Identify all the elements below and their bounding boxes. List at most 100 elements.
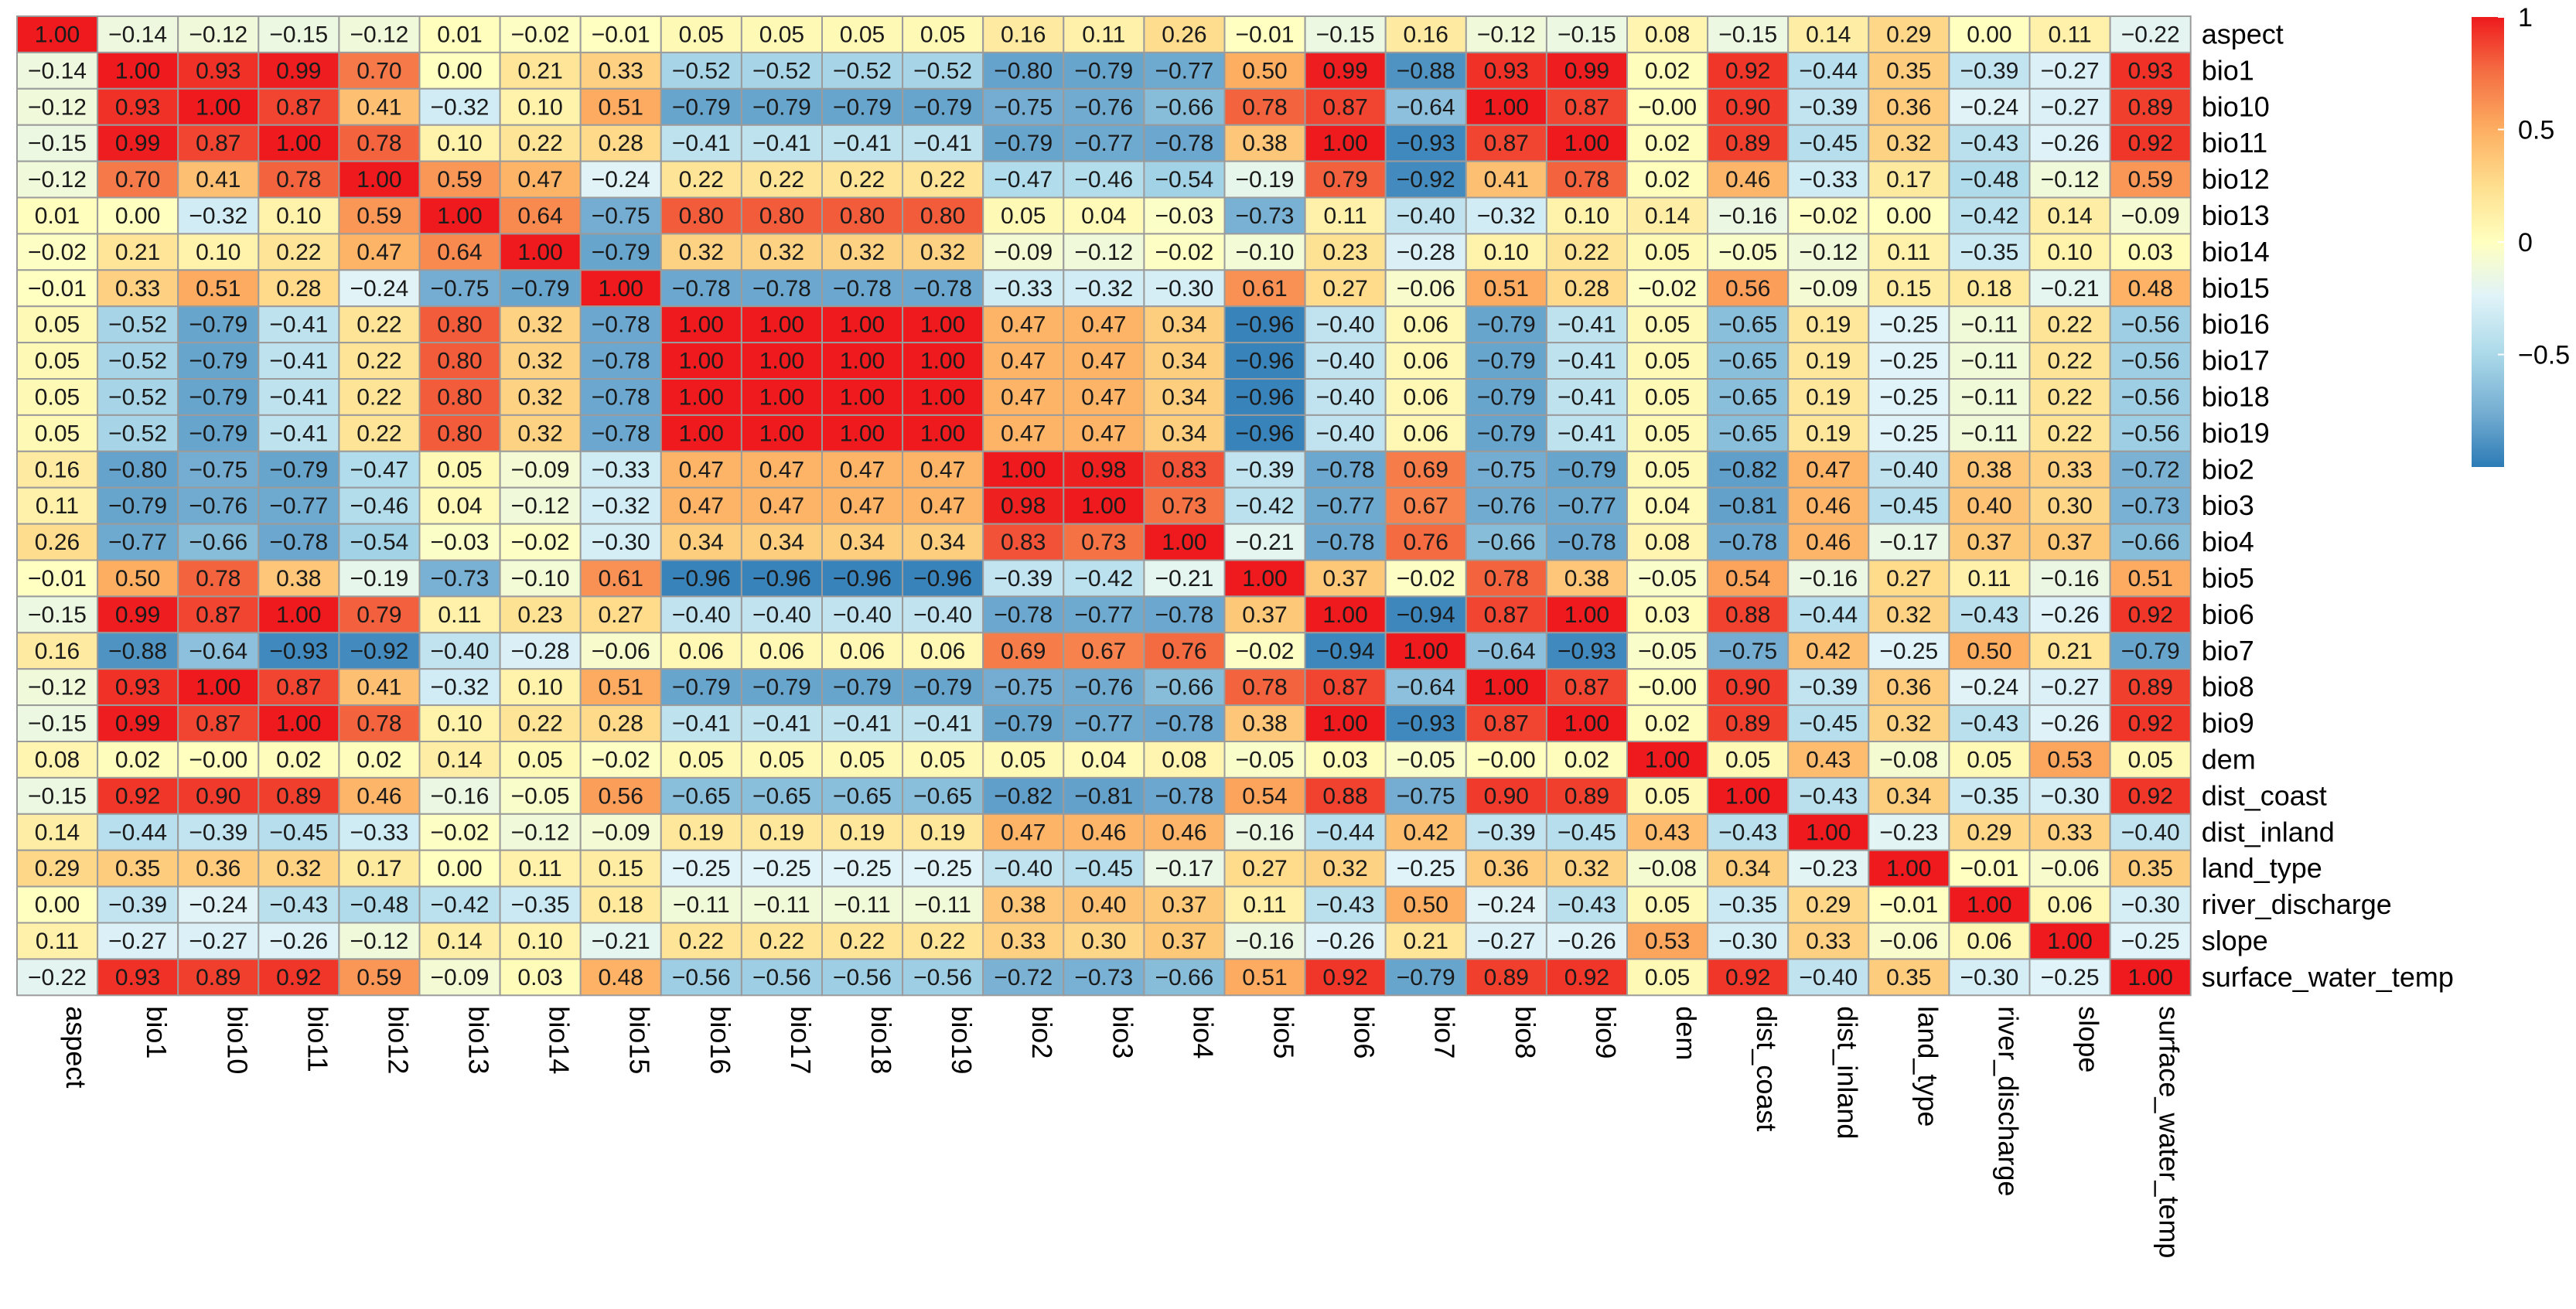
cell-value-label: 0.06 (759, 639, 804, 664)
cell-value-label: 0.89 (276, 783, 321, 809)
heatmap-cell (177, 305, 260, 344)
heatmap-cell (2109, 15, 2192, 53)
cell-value-label: 0.78 (1242, 94, 1287, 120)
cell-value-label: −0.66 (2121, 530, 2180, 555)
cell-value-label: −0.40 (1879, 457, 1938, 482)
heatmap-cell (660, 486, 742, 525)
cell-value-label: 0.27 (599, 602, 643, 628)
cell-value-label: 0.05 (759, 22, 804, 48)
heatmap-cell (579, 958, 662, 997)
heatmap-cell (660, 632, 742, 670)
heatmap-cell (982, 269, 1065, 308)
cell-value-label: 0.02 (1564, 748, 1609, 773)
heatmap-cell (338, 668, 421, 707)
heatmap-cell (177, 813, 260, 851)
heatmap-cell (1143, 741, 1226, 779)
heatmap-cell (1787, 813, 1870, 851)
heatmap-cell (338, 632, 421, 670)
heatmap-cell (821, 486, 904, 525)
heatmap-cell (1384, 342, 1467, 380)
cell-value-label: 0.88 (1725, 602, 1770, 628)
heatmap-cell (2028, 668, 2111, 707)
cell-value-label: 0.70 (357, 58, 401, 84)
heatmap-cell (982, 305, 1065, 344)
cell-value-label: −0.88 (1397, 58, 1455, 84)
cell-value-label: 0.02 (1645, 711, 1690, 737)
heatmap-cell (1304, 885, 1387, 924)
heatmap-cell (982, 559, 1065, 598)
cell-value-label: −0.41 (1558, 312, 1616, 338)
cell-value-label: 0.37 (1322, 566, 1367, 591)
row-label: bio2 (2202, 453, 2254, 485)
cell-value-label: −0.45 (269, 820, 328, 845)
heatmap-cell (579, 160, 662, 199)
heatmap-cell (177, 632, 260, 670)
heatmap-cell (97, 523, 179, 561)
row-label: dist_inland (2202, 816, 2335, 847)
cell-value-label: 0.35 (1886, 965, 1931, 990)
column-label: bio11 (302, 1006, 333, 1072)
cell-value-label: −0.39 (994, 566, 1053, 591)
cell-value-label: 0.18 (1967, 276, 2011, 302)
heatmap-cell (338, 378, 421, 416)
cell-value-label: −0.41 (752, 131, 811, 156)
cell-value-label: 0.32 (276, 856, 321, 881)
heatmap-cell (579, 378, 662, 416)
heatmap-cell (821, 523, 904, 561)
cell-value-label: 0.22 (920, 167, 965, 193)
cell-value-label: 1.00 (276, 131, 321, 156)
cell-value-label: −0.75 (994, 675, 1053, 701)
cell-value-label: 0.32 (840, 240, 885, 265)
cell-value-label: 1.00 (759, 421, 804, 446)
cell-value-label: −0.45 (1879, 493, 1938, 519)
heatmap-cell (1465, 595, 1547, 634)
cell-value-label: 0.22 (517, 131, 562, 156)
heatmap-cell (2028, 378, 2111, 416)
heatmap-cell (821, 305, 904, 344)
heatmap-cell (97, 160, 179, 199)
cell-value-label: 0.05 (35, 421, 80, 446)
cell-value-label: 0.22 (759, 167, 804, 193)
column-label: bio13 (463, 1006, 495, 1074)
cell-value-label: −0.42 (1236, 493, 1295, 519)
cell-value-label: 0.76 (1404, 530, 1448, 555)
cell-value-label: 0.34 (1162, 312, 1206, 338)
cell-value-label: −0.42 (431, 892, 490, 918)
legend-tick-label: 1 (2518, 3, 2533, 32)
cell-value-label: 1.00 (2047, 929, 2092, 954)
cell-value-label: 0.04 (1081, 203, 1126, 229)
cell-value-label: 1.00 (437, 203, 482, 229)
cell-value-label: −0.46 (350, 493, 408, 519)
cell-value-label: −0.15 (28, 711, 87, 737)
heatmap-cell (1223, 704, 1306, 742)
heatmap-cell (1787, 160, 1870, 199)
cell-value-label: 0.22 (840, 929, 885, 954)
heatmap-cell (1707, 269, 1790, 308)
cell-value-label: 0.93 (2128, 58, 2173, 84)
heatmap-cell (16, 849, 99, 888)
cell-value-label: −0.78 (1718, 530, 1777, 555)
cell-value-label: 0.76 (1162, 639, 1206, 664)
cell-value-label: 0.05 (1001, 203, 1046, 229)
heatmap-cell (1545, 87, 1629, 126)
cell-value-label: 0.89 (1484, 965, 1529, 990)
cell-value-label: −0.00 (189, 748, 247, 773)
heatmap-cell (499, 559, 582, 598)
cell-value-label: 0.22 (517, 711, 562, 737)
heatmap-cell (740, 885, 824, 924)
heatmap-cell (1868, 160, 1950, 199)
cell-value-label: −0.41 (913, 131, 972, 156)
heatmap-cell (338, 776, 421, 815)
heatmap-cell (1465, 15, 1547, 53)
cell-value-label: −0.09 (592, 820, 650, 845)
cell-value-label: −0.21 (1155, 566, 1213, 591)
cell-value-label: −0.76 (189, 493, 247, 519)
cell-value-label: 0.87 (276, 675, 321, 701)
cell-value-label: 0.05 (920, 748, 965, 773)
heatmap-cell (16, 15, 99, 53)
heatmap-cell (177, 922, 260, 960)
heatmap-cell (177, 523, 260, 561)
heatmap-cell (660, 450, 742, 489)
cell-value-label: −0.06 (1879, 929, 1938, 954)
cell-value-label: −0.03 (1155, 203, 1213, 229)
